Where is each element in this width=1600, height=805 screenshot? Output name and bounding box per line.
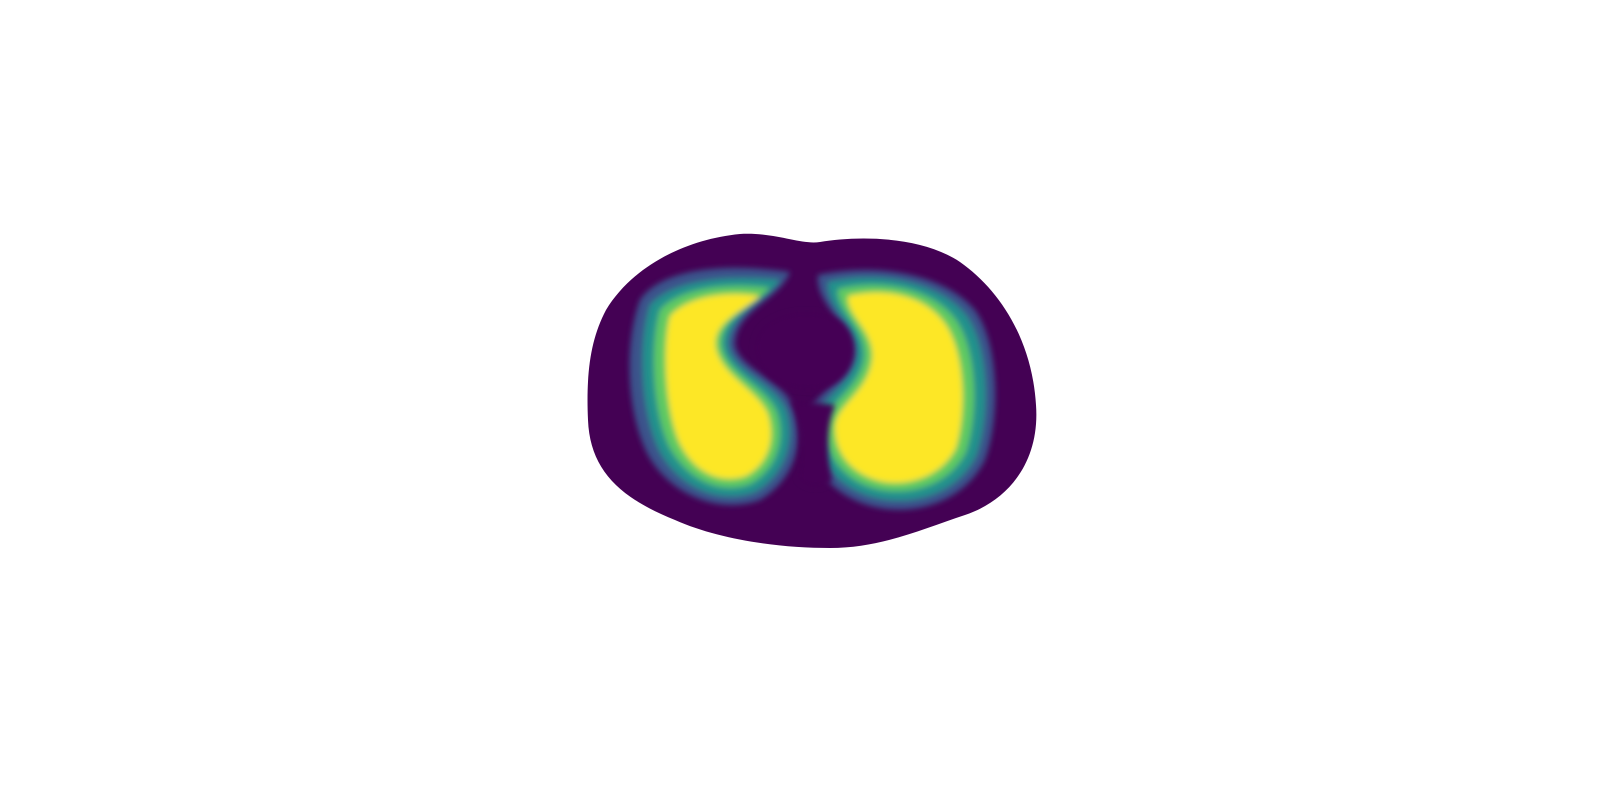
left-lung — [629, 267, 799, 505]
right-lung — [805, 270, 996, 510]
heart-region — [754, 311, 855, 390]
